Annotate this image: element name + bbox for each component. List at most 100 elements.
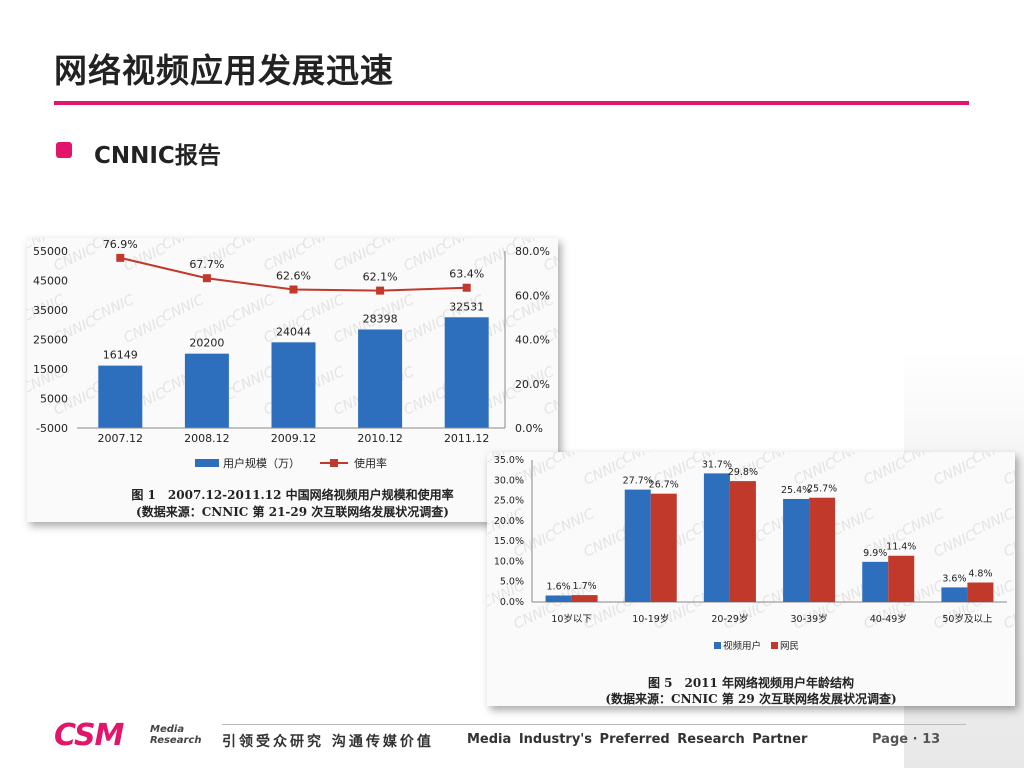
x-tick-label: 2009.12	[271, 432, 317, 445]
x-tick-label: 40-49岁	[870, 613, 907, 625]
csm-logo-subtitle: Media Research	[150, 724, 201, 746]
x-tick-label: 30-39岁	[791, 613, 828, 625]
bar-video-users	[783, 498, 810, 602]
bar-user-scale	[98, 365, 143, 428]
bar-netizens	[967, 582, 994, 602]
bar-value-label: 11.4%	[886, 542, 916, 553]
left-axis-tick: 25000	[33, 334, 68, 347]
csm-logo: CSM	[54, 718, 124, 753]
watermark-text: CNNIC	[230, 238, 277, 253]
usage-rate-marker	[289, 285, 298, 294]
right-axis-tick: 80.0%	[515, 245, 550, 258]
watermark-text: CNNIC	[931, 527, 978, 560]
watermark-text: CNNIC	[401, 241, 448, 274]
y-axis-tick: 35.0%	[494, 455, 524, 466]
watermark-text: CNNIC	[581, 455, 628, 488]
bar-value-label: 31.7%	[702, 459, 732, 470]
watermark-text: CNNIC	[970, 452, 1015, 467]
legend-swatch-netizens	[771, 642, 778, 649]
watermark-text: CNNIC	[1001, 527, 1015, 560]
usage-rate-marker	[116, 253, 125, 262]
right-axis-tick: 0.0%	[515, 422, 543, 435]
footer-slogan-cn: 引领受众研究 沟通传媒价值	[222, 734, 434, 750]
bar-value-label: 27.7%	[623, 476, 653, 487]
watermark-text: CNNIC	[401, 313, 448, 346]
footer-slogan-en: Media Industry's Preferred Research Part…	[467, 732, 808, 747]
watermark-text: CNNIC	[370, 238, 417, 253]
y-axis-tick: 15.0%	[494, 536, 524, 547]
right-axis-tick: 20.0%	[515, 378, 550, 391]
y-axis-tick: 10.0%	[494, 556, 524, 567]
chart2-source: (数据来源：CNNIC 第 29 次互联网络发展状况调查)	[605, 692, 897, 706]
usage-rate-marker	[202, 274, 211, 283]
bar-netizens	[650, 493, 677, 602]
chart-card-age-structure: CNNIC CNNIC CNNIC CNNIC CNNIC CNNIC CNNIC CNNIC…	[487, 452, 1015, 706]
bar-value-label: 26.7%	[649, 480, 679, 491]
bar-value-label: 1.7%	[573, 581, 597, 592]
watermark-text: CNNIC	[900, 506, 947, 539]
bar-video-users	[941, 587, 968, 602]
watermark-text: CNNIC	[401, 385, 448, 418]
watermark-text: CNNIC	[830, 452, 877, 467]
usage-rate-label: 67.7%	[189, 258, 224, 271]
legend-label-video-users: 视频用户	[723, 640, 761, 652]
watermark-text: CNNIC	[160, 292, 207, 325]
left-axis-tick: 45000	[33, 275, 68, 288]
watermark-text: CNNIC	[331, 241, 378, 274]
x-tick-label: 2011.12	[444, 432, 490, 445]
left-axis-tick: -5000	[36, 422, 68, 435]
bar-value-label: 9.9%	[863, 548, 887, 559]
legend-marker-usage-rate	[330, 459, 338, 467]
bar-video-users	[545, 595, 572, 602]
footer-divider	[222, 724, 966, 725]
usage-rate-label: 63.4%	[449, 268, 484, 281]
usage-rate-label: 62.1%	[363, 271, 398, 284]
bar-user-scale	[271, 342, 316, 428]
y-axis-tick: 25.0%	[494, 496, 524, 507]
legend-label-usage-rate: 使用率	[354, 456, 387, 470]
x-tick-label: 50岁及以上	[942, 613, 993, 625]
watermark-text: CNNIC	[550, 506, 597, 539]
y-axis-tick: 0.0%	[500, 597, 524, 608]
bar-value-label: 1.6%	[547, 582, 571, 593]
watermark-text: CNNIC	[550, 452, 597, 467]
bullet-text: CNNIC报告	[94, 143, 221, 169]
x-tick-label: 20-29岁	[711, 613, 748, 625]
page-number: Page · 13	[872, 732, 941, 747]
legend-label-netizens: 网民	[780, 641, 799, 652]
watermark-text: CNNIC	[861, 455, 908, 488]
logo-sub-media: Media	[150, 724, 185, 735]
bar-value-label: 20200	[189, 337, 224, 350]
watermark-text: CNNIC	[931, 455, 978, 488]
left-axis-tick: 5000	[40, 393, 68, 406]
right-axis-tick: 40.0%	[515, 334, 550, 347]
y-axis-tick: 20.0%	[494, 516, 524, 527]
watermark-text: CNNIC	[1001, 455, 1015, 488]
x-tick-label: 2007.12	[98, 432, 144, 445]
bar-value-label: 4.8%	[968, 569, 992, 580]
watermark-text: CNNIC	[830, 506, 877, 539]
bar-value-label: 3.6%	[942, 573, 966, 584]
bar-value-label: 25.4%	[781, 485, 811, 496]
watermark-text: CNNIC	[230, 364, 277, 397]
watermark-text: CNNIC	[300, 292, 347, 325]
legend-label-user-scale: 用户规模（万）	[223, 456, 300, 470]
logo-sub-research: Research	[150, 735, 202, 746]
bar-value-label: 28398	[363, 312, 398, 325]
bar-video-users	[624, 489, 651, 602]
bar-netizens	[809, 497, 836, 602]
bar-netizens	[729, 481, 756, 602]
watermark-text: CNNIC	[620, 452, 667, 467]
bar-user-scale	[358, 329, 403, 428]
bar-value-label: 24044	[276, 325, 311, 338]
bar-netizens	[888, 555, 915, 602]
chart-card-user-scale: CNNIC CNNIC CNNIC CNNIC CNNIC CNNIC CNNIC CNNIC…	[27, 238, 558, 522]
left-axis-tick: 55000	[33, 245, 68, 258]
bar-video-users	[703, 473, 730, 602]
legend-swatch-video-users	[714, 642, 721, 649]
watermark-text: CNNIC	[970, 506, 1015, 539]
bar-user-scale	[184, 353, 229, 428]
chart1-caption: 图 1 2007.12-2011.12 中国网络视频用户规模和使用率	[131, 488, 454, 502]
watermark-text: CNNIC	[760, 452, 807, 467]
usage-rate-marker	[376, 286, 385, 295]
